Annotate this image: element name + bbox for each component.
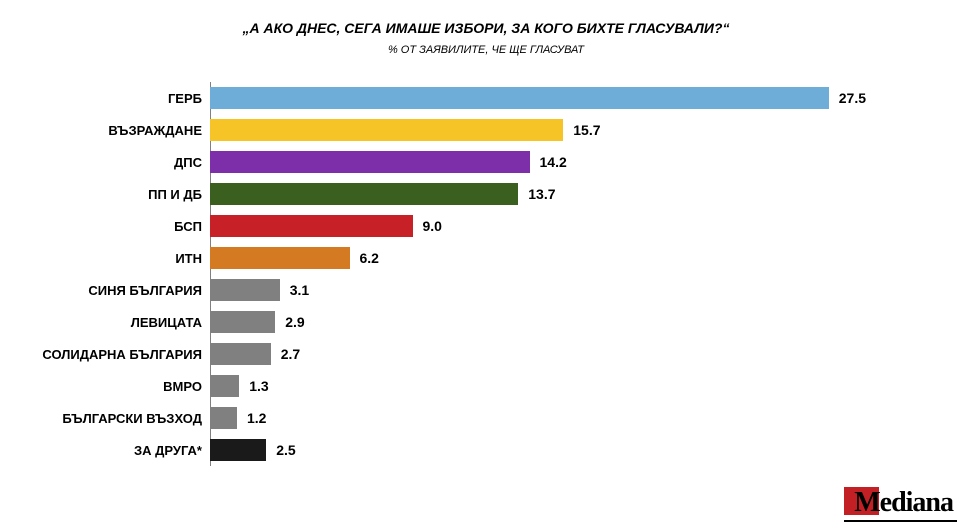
chart-subtitle: % ОТ ЗАЯВИЛИТЕ, ЧЕ ЩЕ ГЛАСУВАТ — [0, 44, 972, 56]
bar-label: СОЛИДАРНА БЪЛГАРИЯ — [10, 347, 210, 362]
chart-row: СИНЯ БЪЛГАРИЯ3.1 — [210, 274, 910, 306]
chart-row: ВЪЗРАЖДАНЕ15.7 — [210, 114, 910, 146]
bar-label: СИНЯ БЪЛГАРИЯ — [10, 283, 210, 298]
chart-row: ЗА ДРУГА*2.5 — [210, 434, 910, 466]
bar-value: 15.7 — [563, 122, 600, 138]
bar-value: 3.1 — [280, 282, 309, 298]
logo-text: Mediana — [854, 487, 953, 518]
bar: 13.7 — [210, 183, 518, 205]
chart-row: ЛЕВИЦАТА2.9 — [210, 306, 910, 338]
bar: 1.3 — [210, 375, 239, 397]
bar-value: 14.2 — [530, 154, 567, 170]
bar-value: 27.5 — [829, 90, 866, 106]
bar: 3.1 — [210, 279, 280, 301]
chart-title: „А АКО ДНЕС, СЕГА ИМАШЕ ИЗБОРИ, ЗА КОГО … — [0, 20, 972, 36]
chart-row: БЪЛГАРСКИ ВЪЗХОД1.2 — [210, 402, 910, 434]
chart-row: ПП И ДБ13.7 — [210, 178, 910, 210]
bar-value: 9.0 — [413, 218, 442, 234]
bar-chart: ГЕРБ27.5ВЪЗРАЖДАНЕ15.7ДПС14.2ПП И ДБ13.7… — [210, 82, 910, 466]
chart-row: БСП9.0 — [210, 210, 910, 242]
chart-row: ДПС14.2 — [210, 146, 910, 178]
bar: 6.2 — [210, 247, 350, 269]
bar: 9.0 — [210, 215, 413, 237]
bar-value: 1.2 — [237, 410, 266, 426]
bar-label: ДПС — [10, 155, 210, 170]
bar-label: ПП И ДБ — [10, 187, 210, 202]
chart-row: СОЛИДАРНА БЪЛГАРИЯ2.7 — [210, 338, 910, 370]
bar: 2.7 — [210, 343, 271, 365]
bar-label: ВЪЗРАЖДАНЕ — [10, 123, 210, 138]
bar-label: ЗА ДРУГА* — [10, 443, 210, 458]
bar-value: 13.7 — [518, 186, 555, 202]
bar-value: 2.9 — [275, 314, 304, 330]
bar: 27.5 — [210, 87, 829, 109]
bar-label: ИТН — [10, 251, 210, 266]
bar-label: БЪЛГАРСКИ ВЪЗХОД — [10, 411, 210, 426]
bar: 2.5 — [210, 439, 266, 461]
bar-value: 6.2 — [350, 250, 379, 266]
brand-logo: Mediana — [844, 485, 957, 522]
bar-value: 2.5 — [266, 442, 295, 458]
bar: 15.7 — [210, 119, 563, 141]
bar: 14.2 — [210, 151, 530, 173]
bar-label: ГЕРБ — [10, 91, 210, 106]
bar-label: БСП — [10, 219, 210, 234]
bar: 2.9 — [210, 311, 275, 333]
bar: 1.2 — [210, 407, 237, 429]
chart-row: ВМРО1.3 — [210, 370, 910, 402]
bar-label: ВМРО — [10, 379, 210, 394]
bar-label: ЛЕВИЦАТА — [10, 315, 210, 330]
chart-row: ИТН6.2 — [210, 242, 910, 274]
bar-value: 2.7 — [271, 346, 300, 362]
chart-row: ГЕРБ27.5 — [210, 82, 910, 114]
bar-value: 1.3 — [239, 378, 268, 394]
